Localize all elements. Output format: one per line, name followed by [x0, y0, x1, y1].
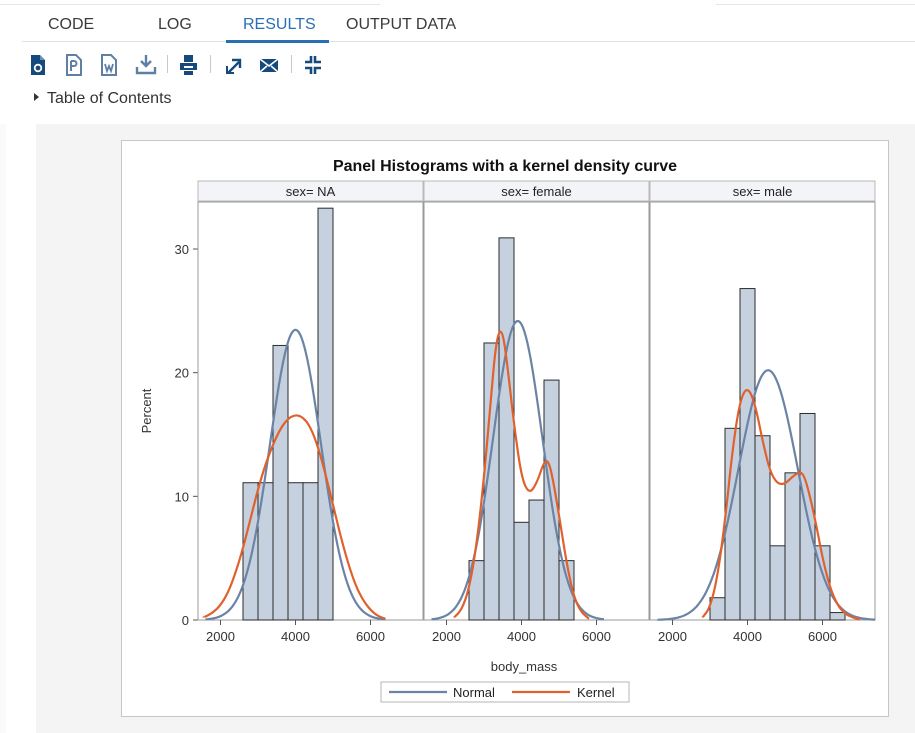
histogram-panel-chart: Panel Histograms with a kernel density c…	[139, 158, 876, 703]
x-tick-label: 2000	[432, 629, 461, 644]
open-html-icon[interactable]	[26, 52, 50, 78]
top-strip-tab-edge	[716, 0, 915, 5]
histogram-bar	[769, 545, 786, 621]
download-icon[interactable]	[134, 52, 158, 78]
collapse-icon[interactable]	[301, 52, 325, 78]
histogram-bar	[272, 344, 289, 621]
panel-header	[649, 180, 876, 202]
x-tick-label: 2000	[658, 629, 687, 644]
kernel-density-curve	[202, 414, 386, 620]
histogram-bar	[302, 482, 319, 621]
print-icon[interactable]	[176, 52, 200, 78]
histogram-bar	[242, 482, 259, 621]
top-strip-tab-edge	[0, 0, 380, 5]
tab-log[interactable]: LOG	[158, 16, 192, 33]
x-tick-label: 4000	[507, 629, 536, 644]
kernel-density-curve	[701, 389, 861, 621]
tab-output-data[interactable]: OUTPUT DATA	[346, 16, 457, 33]
histogram-bar	[829, 612, 846, 621]
tab-bar-divider	[22, 41, 915, 42]
download-word-icon[interactable]	[97, 52, 121, 78]
table-of-contents-toggle[interactable]: Table of Contents	[34, 90, 172, 108]
y-tick-label: 30	[175, 242, 189, 257]
toolbar-separator	[210, 55, 211, 73]
normal-density-curve	[205, 328, 386, 621]
x-tick-label: 4000	[281, 629, 310, 644]
x-tick-label: 6000	[582, 629, 611, 644]
toolbar-separator	[167, 55, 168, 73]
kernel-density-curve	[452, 330, 590, 620]
panel-header-label: sex= male	[733, 184, 793, 199]
legend-kernel-label: Kernel	[577, 685, 615, 700]
histogram-bar	[528, 499, 545, 621]
x-tick-label: 4000	[733, 629, 762, 644]
active-tab-indicator	[226, 40, 329, 43]
histogram-bar	[784, 472, 801, 621]
panel-header	[197, 180, 424, 202]
open-in-new-window-icon[interactable]	[222, 52, 246, 78]
histogram-bar	[317, 207, 334, 621]
y-tick-label: 0	[182, 613, 189, 628]
x-axis-label: body_mass	[491, 659, 558, 674]
histogram-bar	[513, 521, 530, 621]
panel-header	[423, 180, 650, 202]
chart-frame: Panel Histograms with a kernel density c…	[121, 140, 889, 717]
table-of-contents-label: Table of Contents	[47, 90, 172, 107]
panel-header-label: sex= female	[501, 184, 571, 199]
left-scroll-track	[0, 124, 6, 733]
panel-header-label: sex= NA	[286, 184, 336, 199]
top-strip	[0, 0, 915, 6]
tab-bar: CODE LOG RESULTS OUTPUT DATA	[0, 6, 915, 43]
x-tick-label: 2000	[206, 629, 235, 644]
chart-title: Panel Histograms with a kernel density c…	[333, 158, 677, 175]
email-icon[interactable]	[257, 52, 281, 78]
toolbar-separator	[291, 55, 292, 73]
histogram-bar	[498, 237, 515, 621]
tab-results[interactable]: RESULTS	[243, 16, 316, 33]
y-tick-label: 10	[175, 489, 189, 504]
x-tick-label: 6000	[356, 629, 385, 644]
download-pdf-icon[interactable]	[62, 52, 86, 78]
y-axis-label: Percent	[139, 388, 154, 433]
x-tick-label: 6000	[808, 629, 837, 644]
legend-box	[380, 681, 630, 703]
tab-code[interactable]: CODE	[48, 16, 95, 33]
histogram-bar	[287, 482, 304, 621]
expand-triangle-icon	[34, 93, 39, 101]
legend-normal-label: Normal	[453, 685, 495, 700]
y-tick-label: 20	[175, 366, 189, 381]
